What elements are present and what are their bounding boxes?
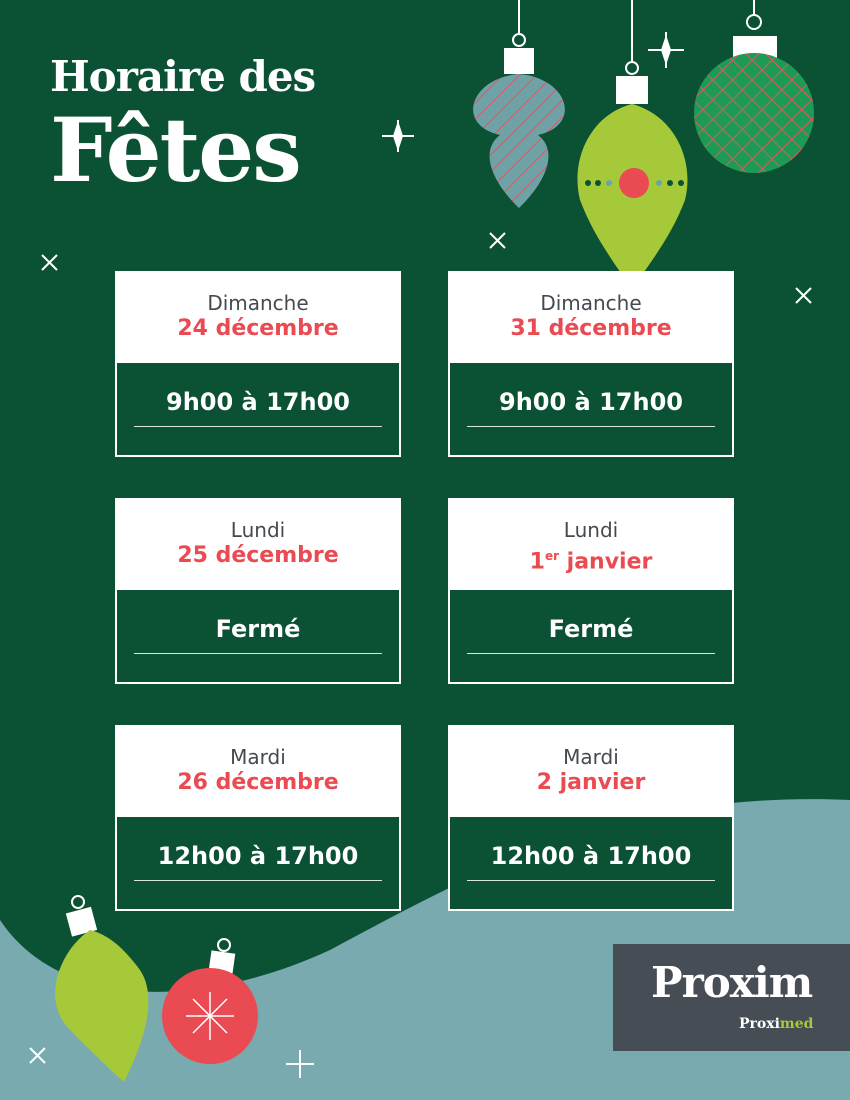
day-label: Lundi bbox=[563, 518, 619, 542]
sparkle-icons bbox=[29, 32, 812, 1078]
day-label: Dimanche bbox=[207, 291, 309, 315]
schedule-card: Mardi 2 janvier 12h00 à 17h00 bbox=[448, 725, 734, 911]
ornament-lime-icon bbox=[577, 0, 688, 290]
page-title: Fêtes bbox=[50, 98, 302, 202]
title-line1: Horaire des bbox=[50, 52, 316, 101]
date-label: 2 janvier bbox=[536, 770, 646, 795]
day-label: Lundi bbox=[230, 518, 286, 542]
day-label: Mardi bbox=[230, 745, 286, 769]
date-label: 25 décembre bbox=[177, 543, 339, 568]
ornament-lime-bottom-icon bbox=[55, 895, 149, 1082]
hours-label: Fermé bbox=[467, 615, 715, 654]
schedule-card: Dimanche 24 décembre 9h00 à 17h00 bbox=[115, 271, 401, 457]
ornament-plaid-icon bbox=[694, 0, 814, 173]
hours-label: 9h00 à 17h00 bbox=[467, 388, 715, 427]
date-label: 1er janvier bbox=[529, 549, 653, 575]
hours-label: Fermé bbox=[134, 615, 382, 654]
hours-label: 12h00 à 17h00 bbox=[467, 842, 715, 881]
schedule-card: Lundi 1er janvier Fermé bbox=[448, 498, 734, 684]
hours-label: 9h00 à 17h00 bbox=[134, 388, 382, 427]
schedule-card: Dimanche 31 décembre 9h00 à 17h00 bbox=[448, 271, 734, 457]
proxim-logo: Proxim Proximed bbox=[613, 944, 850, 1051]
day-label: Dimanche bbox=[540, 291, 642, 315]
schedule-card: Lundi 25 décembre Fermé bbox=[115, 498, 401, 684]
ornament-red-icon bbox=[162, 938, 258, 1064]
date-label: 26 décembre bbox=[177, 770, 339, 795]
date-label: 24 décembre bbox=[177, 316, 339, 341]
logo-sub: Proximed bbox=[739, 1016, 814, 1032]
ornament-striped-icon bbox=[473, 0, 565, 208]
logo-main: Proxim bbox=[651, 958, 813, 1007]
day-label: Mardi bbox=[563, 745, 619, 769]
date-label: 31 décembre bbox=[510, 316, 672, 341]
schedule-card: Mardi 26 décembre 12h00 à 17h00 bbox=[115, 725, 401, 911]
hours-label: 12h00 à 17h00 bbox=[134, 842, 382, 881]
